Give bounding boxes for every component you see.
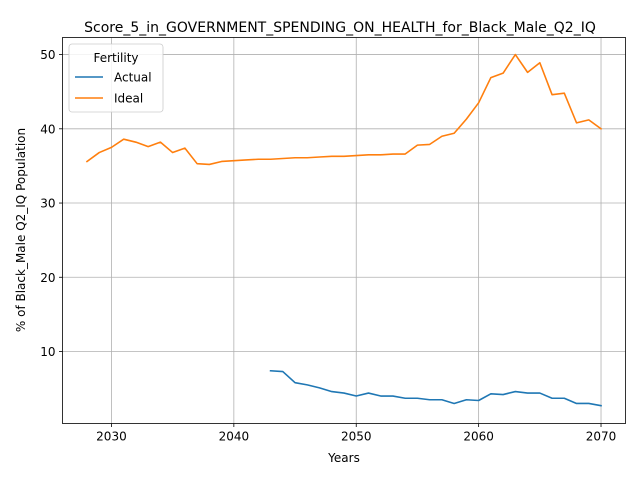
plot-frame (62, 37, 626, 424)
y-axis-ticks: 10 20 30 40 50 (40, 48, 63, 359)
y-axis-label: % of Black_Male Q2_IQ Population (14, 128, 28, 332)
y-tick-label: 50 (40, 48, 55, 62)
series-line-actual (269, 369, 602, 407)
y-tick-label: 10 (40, 345, 55, 359)
x-axis-ticks: 2030 2040 2050 2060 2070 (96, 423, 617, 444)
legend-label-actual: Actual (114, 71, 152, 85)
legend: Fertility Actual Ideal (68, 43, 164, 113)
y-tick-label: 20 (40, 271, 55, 285)
grid-lines (62, 37, 626, 424)
y-tick-label: 40 (40, 122, 55, 136)
x-tick-label: 2060 (463, 430, 494, 444)
x-tick-label: 2070 (586, 430, 617, 444)
x-tick-label: 2040 (219, 430, 250, 444)
legend-box (68, 43, 164, 113)
x-tick-label: 2050 (341, 430, 372, 444)
series-line-ideal (85, 53, 603, 166)
x-axis-label: Years (327, 451, 360, 465)
y-tick-label: 30 (40, 197, 55, 211)
x-tick-label: 2030 (96, 430, 127, 444)
legend-label-ideal: Ideal (114, 92, 143, 106)
series-lines (85, 53, 603, 407)
legend-title: Fertility (93, 51, 138, 65)
chart-title: Score_5_in_GOVERNMENT_SPENDING_ON_HEALTH… (84, 20, 596, 36)
